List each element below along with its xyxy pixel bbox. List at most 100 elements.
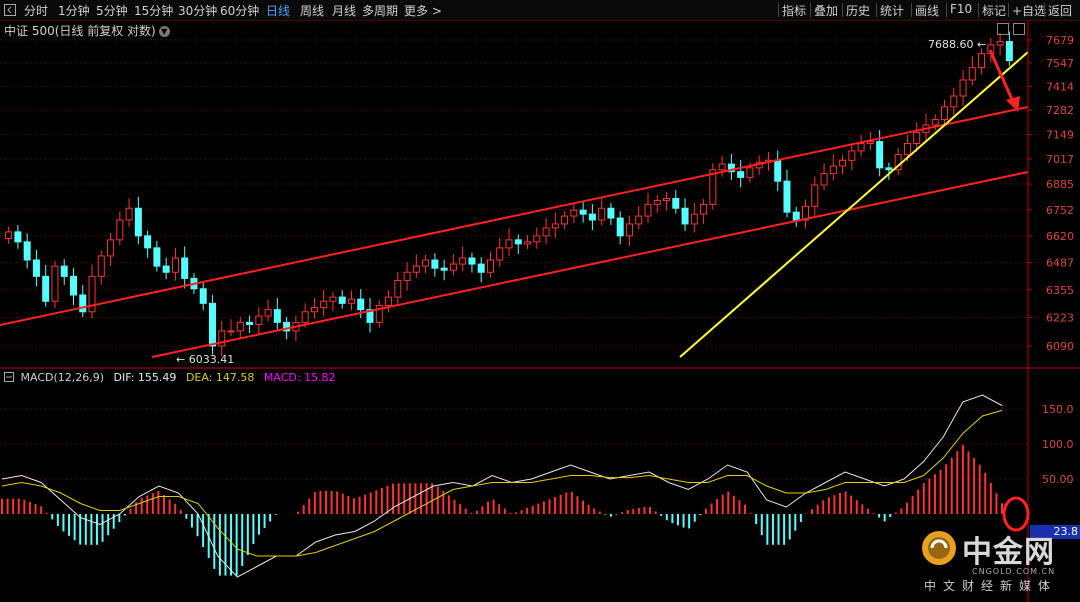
candle-body [366, 309, 374, 323]
chart-title[interactable]: 中证 500(日线 前复权 对数) ▼ [4, 22, 170, 39]
candle-body [79, 294, 87, 313]
macd-y-tick-label: 50.00 [1042, 473, 1074, 486]
candle-body [848, 150, 856, 161]
toggle-panel-icon[interactable] [4, 4, 16, 16]
watermark-slogan: 中文财经新媒体 [924, 579, 1058, 593]
candle-body [116, 219, 124, 241]
tool-button-3[interactable]: 统计 [880, 4, 905, 18]
annotation-arrow[interactable] [988, 49, 1016, 105]
candle-body [32, 259, 40, 277]
toolbar-divider [911, 3, 912, 17]
dea-line [1, 409, 1003, 557]
y-tick-label: 6090 [1046, 340, 1074, 353]
candle-body [746, 167, 754, 178]
candle-body [310, 307, 318, 313]
y-tick-label: 6752 [1046, 204, 1074, 217]
candle-body [208, 302, 216, 347]
candle-body [811, 184, 819, 207]
cngold-watermark: 中金网 CNGOLD.COM.CN 中文财经新媒体 [920, 527, 1070, 597]
period-tab-1[interactable]: 1分钟 [58, 4, 90, 18]
tool-button-1[interactable]: 叠加 [814, 4, 839, 18]
macd-dea: DEA: 147.58 [185, 371, 255, 384]
candle-body [486, 259, 494, 273]
candle-body [700, 203, 708, 215]
candle-body [625, 223, 633, 237]
macd-name[interactable]: MACD(12,26,9) [20, 371, 105, 384]
tool-button-5[interactable]: F10 [950, 2, 973, 16]
macd-legend: MACD(12,26,9) DIF: 155.49 DEA: 147.58 MA… [4, 371, 342, 384]
period-tab-3[interactable]: 15分钟 [134, 4, 174, 18]
candle-body [385, 296, 393, 306]
dif-line [1, 394, 1003, 578]
toolbar-divider [946, 3, 947, 17]
tool-button-8[interactable]: 返回 [1048, 4, 1073, 18]
arrow-head-icon [1006, 96, 1020, 112]
candle-body [561, 215, 569, 225]
support-trend-line[interactable] [679, 51, 1029, 358]
period-tab-5[interactable]: 60分钟 [220, 4, 260, 18]
macd-value: MACD: 15.82 [263, 371, 336, 384]
candle-body [264, 309, 272, 317]
candle-body [236, 321, 244, 332]
candle-body [329, 296, 337, 302]
candle-body [181, 257, 189, 279]
macd-y-tick-label: 100.0 [1042, 438, 1074, 451]
channel-upper-line[interactable] [0, 106, 1029, 326]
candle-body [320, 300, 328, 309]
candle-body [69, 275, 77, 296]
candle-body [792, 211, 800, 221]
y-tick-label: 7282 [1046, 104, 1074, 117]
tool-button-2[interactable]: 历史 [846, 4, 871, 18]
candle-body [496, 247, 504, 261]
candle-body [347, 298, 355, 304]
macd-y-tick-label: 150.0 [1042, 403, 1074, 416]
diamond-icon[interactable] [997, 23, 1009, 35]
candle-body [903, 142, 911, 156]
toolbar-divider [1044, 3, 1045, 17]
candle-body [607, 207, 615, 219]
candle-body [375, 304, 383, 323]
candle-body [199, 288, 207, 304]
period-tab-9[interactable]: 多周期 [362, 4, 399, 18]
tool-button-7[interactable]: +自选 [1012, 4, 1047, 18]
period-tab-6[interactable]: 日线 [266, 4, 291, 18]
candle-body [468, 257, 476, 265]
period-tab-7[interactable]: 周线 [300, 4, 325, 18]
channel-lower-line[interactable] [151, 171, 1029, 358]
toolbar-divider [810, 3, 811, 17]
chevron-down-icon[interactable]: ▼ [158, 26, 170, 37]
candle-body [913, 131, 921, 144]
candle-body [866, 141, 874, 144]
y-tick-label: 7547 [1046, 57, 1074, 70]
candle-body [996, 41, 1004, 46]
candle-body [551, 223, 559, 229]
y-tick-label: 7679 [1046, 34, 1074, 47]
candle-body [774, 159, 782, 182]
period-tab-4[interactable]: 30分钟 [178, 4, 218, 18]
y-tick-label: 7414 [1046, 80, 1074, 93]
candle-body [301, 311, 309, 323]
candle-body [978, 53, 986, 69]
period-tab-10[interactable]: 更多 > [404, 4, 442, 18]
candle-body [88, 275, 96, 313]
candle-body [51, 265, 59, 302]
tool-button-0[interactable]: 指标 [782, 4, 807, 18]
watermark-url: CNGOLD.COM.CN [972, 567, 1056, 576]
current-macd-tag: 23.8 [1030, 525, 1080, 539]
candle-body [950, 95, 958, 108]
period-tab-2[interactable]: 5分钟 [96, 4, 128, 18]
candle-body [273, 309, 281, 323]
candle-body [718, 163, 726, 171]
period-tab-8[interactable]: 月线 [332, 4, 357, 18]
window-icon[interactable] [1013, 23, 1025, 35]
period-tab-0[interactable]: 分时 [24, 4, 49, 18]
toolbar-divider [842, 3, 843, 17]
y-tick-label: 6885 [1046, 178, 1074, 191]
candle-body [542, 227, 550, 237]
tool-button-6[interactable]: 标记 [982, 4, 1007, 18]
macd-toggle-icon[interactable] [4, 372, 14, 382]
candle-body [125, 207, 133, 221]
highlight-circle[interactable] [1002, 496, 1030, 532]
tool-button-4[interactable]: 画线 [915, 4, 940, 18]
